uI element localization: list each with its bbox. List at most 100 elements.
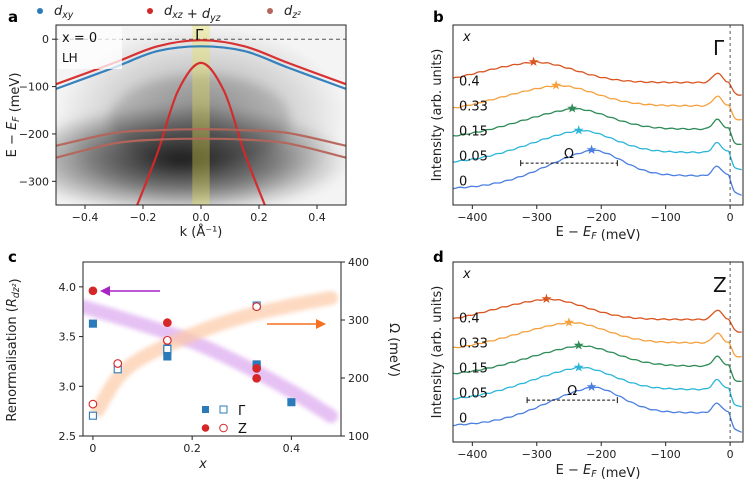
spectrum-0.33: [452, 84, 742, 121]
x-tick-label: 0.0: [192, 211, 210, 224]
spectrum-0.33: [452, 321, 742, 358]
panel-d-ticks: −400 −300 −200 −100 0: [457, 442, 734, 461]
x-tick-label: −0.4: [72, 211, 99, 224]
point-circle: [113, 359, 123, 368]
x-tick-label: 0.4: [283, 442, 301, 455]
panel-c-ylabel: Renormalisation (Rdz²): [5, 278, 23, 421]
peak-star-icon: ★: [541, 292, 553, 307]
legend-label: Z: [238, 422, 247, 437]
panel-d-xlabel: E − EF (meV): [556, 463, 641, 480]
y2-tick-label: 100: [348, 430, 369, 443]
peak-star-icon: ★: [573, 123, 585, 138]
legend-marker: [147, 8, 153, 14]
legend-label: dz²: [284, 4, 301, 21]
y-tick-label: 3.5: [59, 331, 77, 344]
y-tick-label: 3.0: [59, 380, 77, 393]
x-tick-label: 0: [89, 442, 96, 455]
x-tick-label: −400: [457, 211, 487, 224]
panel-d-label: d: [433, 248, 444, 266]
arrow-right-head: [316, 319, 326, 329]
y-tick-label: −100: [19, 81, 49, 94]
series-label: 0: [459, 174, 467, 189]
peak-star-icon: ★: [563, 315, 575, 330]
peak-star-icon: ★: [550, 78, 562, 93]
panel-b: b ★0.4 ★0.33 ★0.15 ★0.05 ★0x ΓΩ −400 −300 −200−…: [430, 8, 744, 243]
spectrum-0.05: [452, 366, 742, 408]
band-4: [56, 137, 346, 159]
panel-b-label: b: [433, 8, 444, 26]
x-tick-label: 0: [727, 211, 734, 224]
panel-c-xlabel: x: [198, 457, 207, 472]
x-tick-label: −300: [522, 448, 552, 461]
composition-label: x = 0: [62, 31, 97, 46]
x-tick-label: 0.2: [183, 442, 201, 455]
legend-title: x: [462, 267, 471, 282]
legend-filled-square: [202, 406, 209, 413]
legend-label: dxy: [54, 4, 74, 21]
point-label: Γ: [713, 36, 725, 60]
trend-bands: [83, 291, 339, 424]
gamma-point-label: Γ: [195, 26, 204, 44]
legend-filled-circle: [201, 424, 210, 432]
panel-b-ylabel: Intensity (arb. units): [430, 49, 445, 182]
series-label: 0.33: [459, 336, 488, 351]
panel-a-xlabel: k (Å⁻¹): [180, 224, 223, 240]
omega-label: Ω: [564, 147, 574, 162]
y2-tick-label: 400: [348, 256, 369, 269]
trend-omega: [90, 291, 339, 417]
panel-a-ticks: −0.4 −0.2 0.0 0.2 0.4 0 −100 −200 −300: [19, 33, 326, 224]
band-3: [56, 128, 346, 147]
panel-a-ylabel: E − EF (meV): [5, 73, 23, 158]
series-label: 0: [459, 411, 467, 426]
spectrum-0.15: [452, 107, 742, 146]
panel-d-frame: [452, 261, 744, 443]
x-tick-label: 0: [727, 448, 734, 461]
series-label: 0.15: [459, 124, 488, 139]
y-tick-label: 0: [42, 33, 49, 46]
peak-star-icon: ★: [566, 102, 578, 117]
band-2: [136, 61, 266, 205]
panel-a: a dxy dxz + dyz dz² −0.4 −0.2 0.0 0.2 0.4 0 −100…: [5, 4, 347, 240]
arrow-left-head: [100, 286, 110, 296]
y-tick-label: 2.5: [59, 430, 77, 443]
spectrum-0: [452, 149, 742, 196]
spectrum-0.4: [452, 61, 742, 96]
panel-c-y2label: Ω (meV): [386, 323, 401, 377]
series-label: 0.4: [459, 311, 480, 326]
legend-marker: [37, 8, 43, 14]
panel-c-legend: ΓZ: [201, 404, 247, 437]
axis-arrows: [100, 286, 326, 329]
gamma-highlight-band: [192, 25, 210, 205]
panel-b-spectra: ★ 0.4 ★ 0.33 ★ 0.15 ★ 0.05 ★ 0 x Γ Ω: [452, 25, 742, 205]
trend-renormalisation: [83, 299, 339, 424]
panel-c: c 0 0.2 0.4 2.5 3.0 3.5 4.0 100 200 300 400 ΓZ x R…: [5, 248, 401, 472]
panel-c-frame: [82, 261, 342, 437]
panel-b-xlabel: E − EF (meV): [556, 225, 641, 243]
point-circle: [252, 364, 262, 373]
y2-tick-label: 200: [348, 372, 369, 385]
legend-open-circle: [219, 423, 228, 433]
peak-star-icon: ★: [573, 339, 585, 354]
legend-label: dxz + dyz: [164, 4, 222, 24]
point-circle: [88, 399, 98, 409]
spectrum-0.05: [452, 129, 742, 171]
panel-b-frame: [452, 24, 744, 206]
spectrum-0.15: [452, 344, 742, 383]
annotation-background: [58, 27, 122, 69]
point-circle: [252, 373, 262, 383]
y-tick-label: −200: [19, 128, 49, 141]
polarization-label: LH: [62, 51, 78, 65]
peak-star-icon: ★: [586, 143, 598, 158]
point-circle: [162, 318, 172, 328]
point-square: [287, 398, 296, 407]
peak-star-icon: ★: [586, 380, 598, 395]
panel-b-ticks: −400 −300 −200 −100 0: [457, 205, 734, 224]
panel-a-legend: dxy dxz + dyz dz²: [37, 4, 301, 24]
x-tick-label: −200: [586, 448, 616, 461]
point-square: [88, 411, 97, 420]
panel-a-label: a: [8, 8, 18, 26]
legend-marker: [267, 8, 273, 14]
point-square: [88, 319, 97, 328]
x-tick-label: −400: [457, 448, 487, 461]
